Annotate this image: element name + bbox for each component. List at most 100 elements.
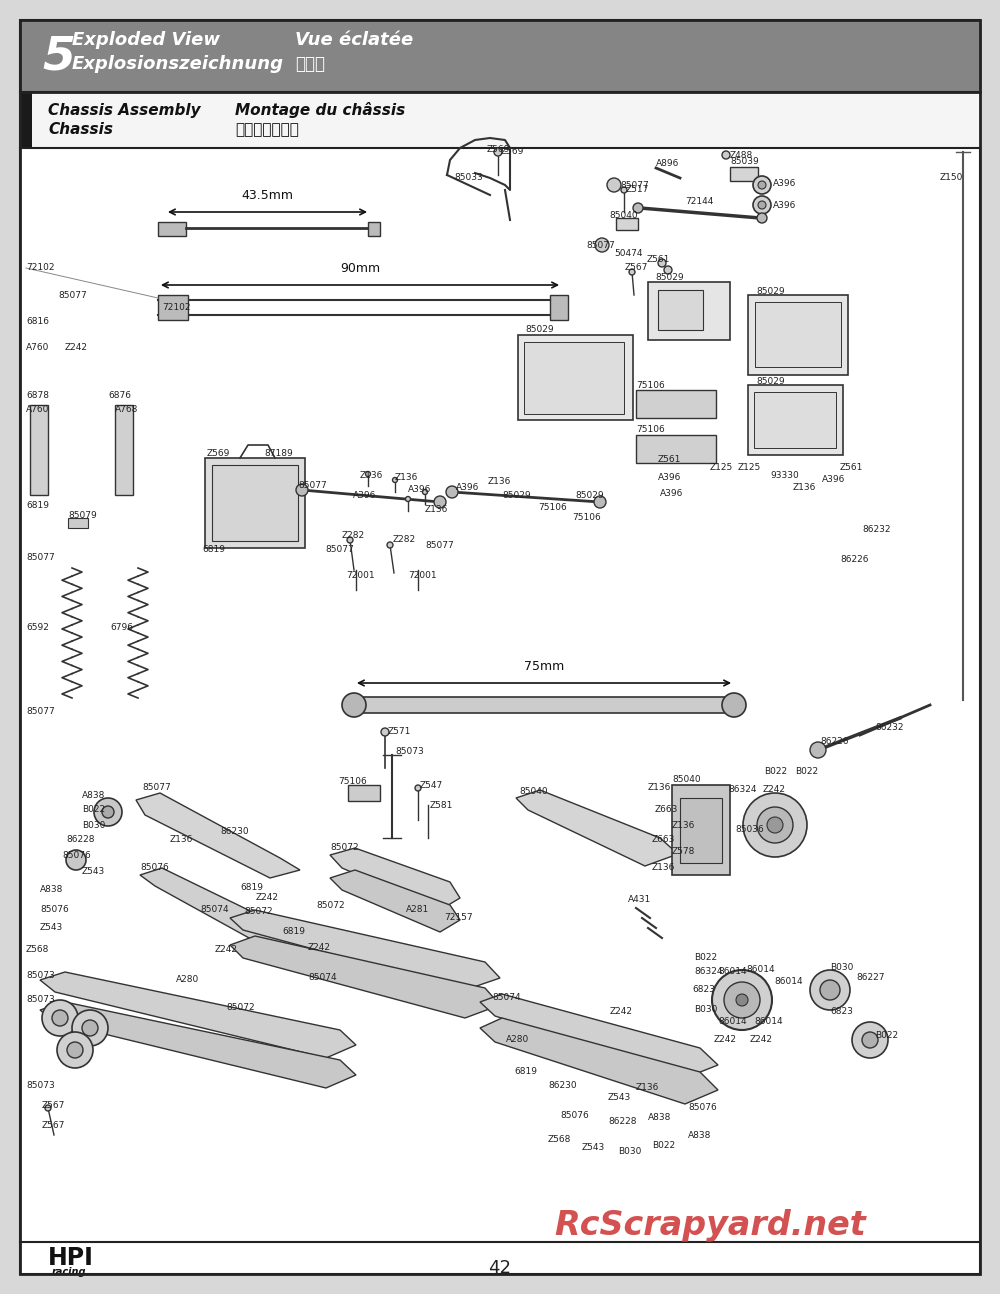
Circle shape xyxy=(758,181,766,189)
Text: A396: A396 xyxy=(660,489,683,498)
Text: 85040: 85040 xyxy=(609,211,638,220)
Text: Z663: Z663 xyxy=(652,836,675,845)
Circle shape xyxy=(67,1042,83,1058)
Text: 85077: 85077 xyxy=(58,290,87,299)
Polygon shape xyxy=(136,793,300,879)
Text: A760: A760 xyxy=(26,405,49,414)
Text: 85076: 85076 xyxy=(40,906,69,915)
Text: A396: A396 xyxy=(353,490,376,499)
Circle shape xyxy=(392,477,398,483)
Text: B022: B022 xyxy=(875,1031,898,1040)
Text: Montage du châssis: Montage du châssis xyxy=(235,102,405,118)
Text: 85036: 85036 xyxy=(735,826,764,835)
Text: 86226: 86226 xyxy=(820,738,848,747)
Text: 86014: 86014 xyxy=(754,1017,783,1026)
Polygon shape xyxy=(230,936,500,1018)
Text: 6819: 6819 xyxy=(282,928,305,937)
Text: 72102: 72102 xyxy=(162,304,190,312)
Text: Z581: Z581 xyxy=(430,801,453,810)
Text: 85076: 85076 xyxy=(688,1104,717,1113)
Circle shape xyxy=(52,1011,68,1026)
Text: 85040: 85040 xyxy=(672,775,701,784)
Text: 72157: 72157 xyxy=(444,914,473,923)
Text: 86232: 86232 xyxy=(875,723,904,732)
Text: B022: B022 xyxy=(764,767,787,776)
Text: Z543: Z543 xyxy=(582,1144,605,1153)
Text: Z567: Z567 xyxy=(42,1121,65,1130)
Text: B030: B030 xyxy=(82,822,105,831)
Polygon shape xyxy=(330,870,460,932)
Bar xyxy=(518,335,633,421)
Text: 85077: 85077 xyxy=(620,180,649,189)
Text: 85073: 85073 xyxy=(26,970,55,980)
Text: 85029: 85029 xyxy=(575,492,604,501)
Text: Chassis: Chassis xyxy=(48,123,113,137)
Polygon shape xyxy=(480,994,718,1078)
Text: Z567: Z567 xyxy=(625,264,648,273)
Text: B022: B022 xyxy=(652,1140,675,1149)
Circle shape xyxy=(757,214,767,223)
Text: 6819: 6819 xyxy=(26,501,49,510)
Text: Z578: Z578 xyxy=(672,848,695,857)
Text: Explosionszeichnung: Explosionszeichnung xyxy=(72,56,284,72)
Text: 86228: 86228 xyxy=(608,1118,637,1127)
Text: 90mm: 90mm xyxy=(340,261,380,276)
Circle shape xyxy=(594,496,606,509)
Text: 86324: 86324 xyxy=(694,968,722,977)
Bar xyxy=(115,405,133,496)
Text: 50474: 50474 xyxy=(614,248,642,258)
Text: 86232: 86232 xyxy=(862,525,891,534)
Circle shape xyxy=(712,970,772,1030)
Text: 85079: 85079 xyxy=(68,511,97,519)
Text: Z663: Z663 xyxy=(655,805,678,814)
Text: A280: A280 xyxy=(506,1035,529,1044)
Text: Z150: Z150 xyxy=(940,173,963,182)
Polygon shape xyxy=(480,1018,718,1104)
Circle shape xyxy=(757,807,793,842)
Circle shape xyxy=(724,982,760,1018)
Text: Z136: Z136 xyxy=(648,783,671,792)
Text: B030: B030 xyxy=(694,1005,717,1014)
Text: 6876: 6876 xyxy=(108,391,131,400)
Bar xyxy=(672,785,730,875)
Text: 85033: 85033 xyxy=(454,173,483,182)
Bar xyxy=(68,518,88,528)
Text: 85029: 85029 xyxy=(502,492,531,501)
Text: A896: A896 xyxy=(656,158,679,167)
Bar xyxy=(636,389,716,418)
Text: 85039: 85039 xyxy=(730,158,759,167)
Text: racing: racing xyxy=(52,1267,87,1277)
Text: 86014: 86014 xyxy=(746,965,775,974)
Bar xyxy=(524,342,624,414)
Bar xyxy=(748,295,848,375)
Circle shape xyxy=(45,1105,51,1112)
Text: 85040: 85040 xyxy=(519,788,548,797)
Text: A396: A396 xyxy=(658,474,681,483)
Circle shape xyxy=(296,484,308,496)
Text: 75106: 75106 xyxy=(538,503,567,512)
Polygon shape xyxy=(516,791,678,866)
Text: 6796: 6796 xyxy=(110,624,133,633)
Bar xyxy=(636,435,716,463)
Circle shape xyxy=(810,970,850,1011)
Circle shape xyxy=(633,203,643,214)
Text: A281: A281 xyxy=(406,906,429,915)
Text: RcScrapyard.net: RcScrapyard.net xyxy=(554,1209,866,1241)
Text: Exploded View: Exploded View xyxy=(72,31,220,49)
Text: Z125: Z125 xyxy=(738,463,761,472)
Circle shape xyxy=(415,785,421,791)
Bar xyxy=(20,19,980,92)
Text: A431: A431 xyxy=(628,895,651,905)
Text: 85077: 85077 xyxy=(298,480,327,489)
Text: 42: 42 xyxy=(488,1259,512,1277)
Circle shape xyxy=(94,798,122,826)
Text: A838: A838 xyxy=(40,885,63,894)
Polygon shape xyxy=(40,1002,356,1088)
Text: 86227: 86227 xyxy=(856,973,885,982)
Text: Z242: Z242 xyxy=(65,343,88,352)
Text: Z561: Z561 xyxy=(840,463,863,472)
Circle shape xyxy=(422,489,428,494)
Text: 85029: 85029 xyxy=(756,378,785,387)
Text: 85072: 85072 xyxy=(316,901,345,910)
Text: 6592: 6592 xyxy=(26,624,49,633)
